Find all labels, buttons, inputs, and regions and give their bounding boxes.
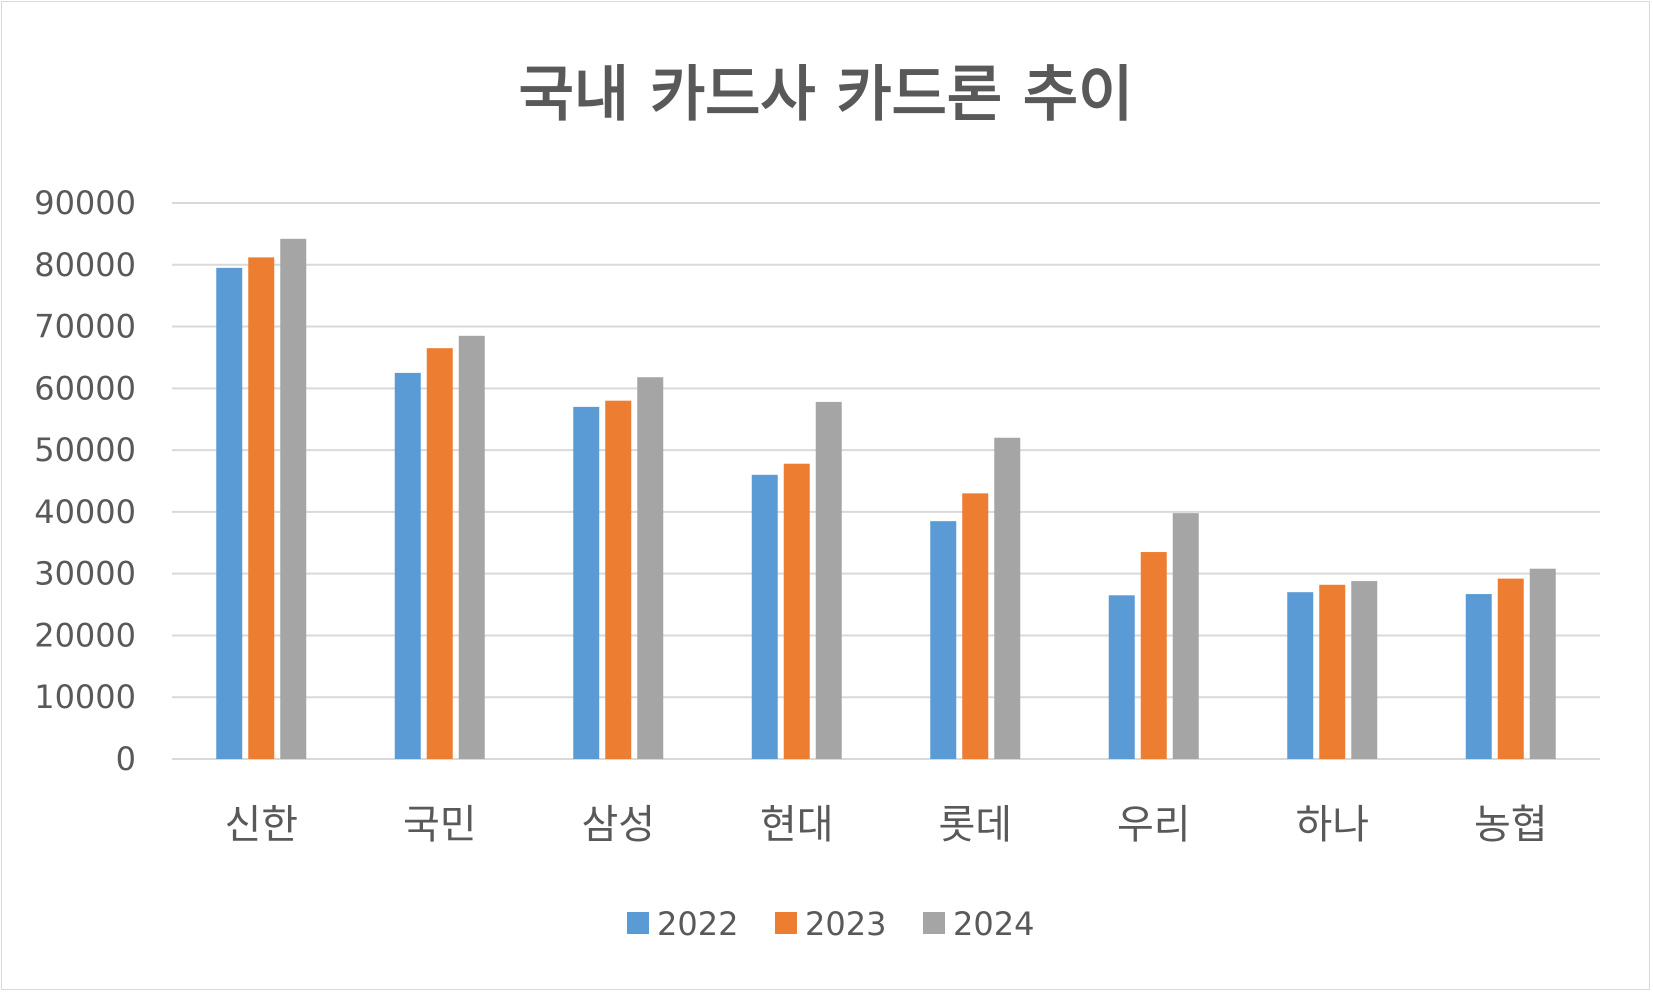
y-tick-label: 40000: [34, 493, 136, 531]
bar-2022-3: [751, 474, 778, 759]
bar-2023-5: [1140, 552, 1167, 759]
bar-2022-1: [394, 372, 421, 759]
chart-title: 국내 카드사 카드론 추이: [519, 60, 1134, 130]
bar-2023-4: [962, 493, 989, 759]
y-tick-label: 80000: [34, 246, 136, 284]
bar-2024-6: [1351, 581, 1378, 759]
y-tick-label: 0: [116, 740, 136, 778]
bar-2022-0: [216, 267, 243, 759]
x-tick-label: 신한: [224, 802, 298, 848]
x-tick-label: 현대: [760, 802, 834, 848]
y-tick-label: 60000: [34, 369, 136, 407]
y-axis-tick-labels: 0 10000 20000 30000 40000 50000 60000 70000 8000…: [34, 184, 136, 778]
bar-2022-7: [1465, 594, 1492, 759]
legend: 2022 2023 2024: [627, 905, 1034, 943]
x-axis-tick-labels: 신한 국민 삼성 현대 롯데 우리 하나 농협: [224, 802, 1547, 848]
x-tick-label: 농협: [1474, 802, 1548, 848]
y-tick-label: 50000: [34, 431, 136, 469]
x-tick-label: 하나: [1295, 802, 1369, 848]
x-tick-label: 우리: [1117, 802, 1191, 848]
bar-2022-5: [1108, 595, 1135, 759]
bar-2024-0: [280, 238, 307, 759]
legend-label: 2023: [805, 905, 886, 943]
y-tick-label: 10000: [34, 678, 136, 716]
x-tick-label: 롯데: [938, 802, 1012, 848]
bar-2024-3: [815, 401, 842, 759]
bar-2022-6: [1287, 592, 1314, 759]
bar-2024-1: [458, 335, 485, 759]
bar-2023-2: [605, 400, 632, 759]
legend-label: 2024: [953, 905, 1034, 943]
bar-2024-7: [1529, 568, 1556, 759]
bar-2023-7: [1497, 578, 1524, 759]
bar-2022-4: [930, 521, 957, 759]
bar-2023-6: [1319, 584, 1346, 759]
x-tick-label: 삼성: [581, 802, 655, 848]
legend-swatch-2024: [923, 912, 945, 934]
y-tick-label: 30000: [34, 555, 136, 593]
y-tick-label: 20000: [34, 616, 136, 654]
x-tick-label: 국민: [403, 802, 477, 848]
bars: [216, 238, 1556, 759]
legend-swatch-2023: [775, 912, 797, 934]
bar-2024-2: [637, 377, 664, 759]
bar-2023-1: [426, 348, 453, 759]
bar-2023-0: [248, 257, 275, 759]
legend-label: 2022: [657, 905, 738, 943]
y-tick-label: 70000: [34, 308, 136, 346]
legend-swatch-2022: [627, 912, 649, 934]
bar-2022-2: [573, 406, 600, 759]
gridlines: [172, 202, 1600, 760]
bar-2023-3: [783, 463, 810, 759]
y-tick-label: 90000: [34, 184, 136, 222]
bar-2024-4: [994, 437, 1021, 759]
bar-2024-5: [1172, 513, 1199, 759]
